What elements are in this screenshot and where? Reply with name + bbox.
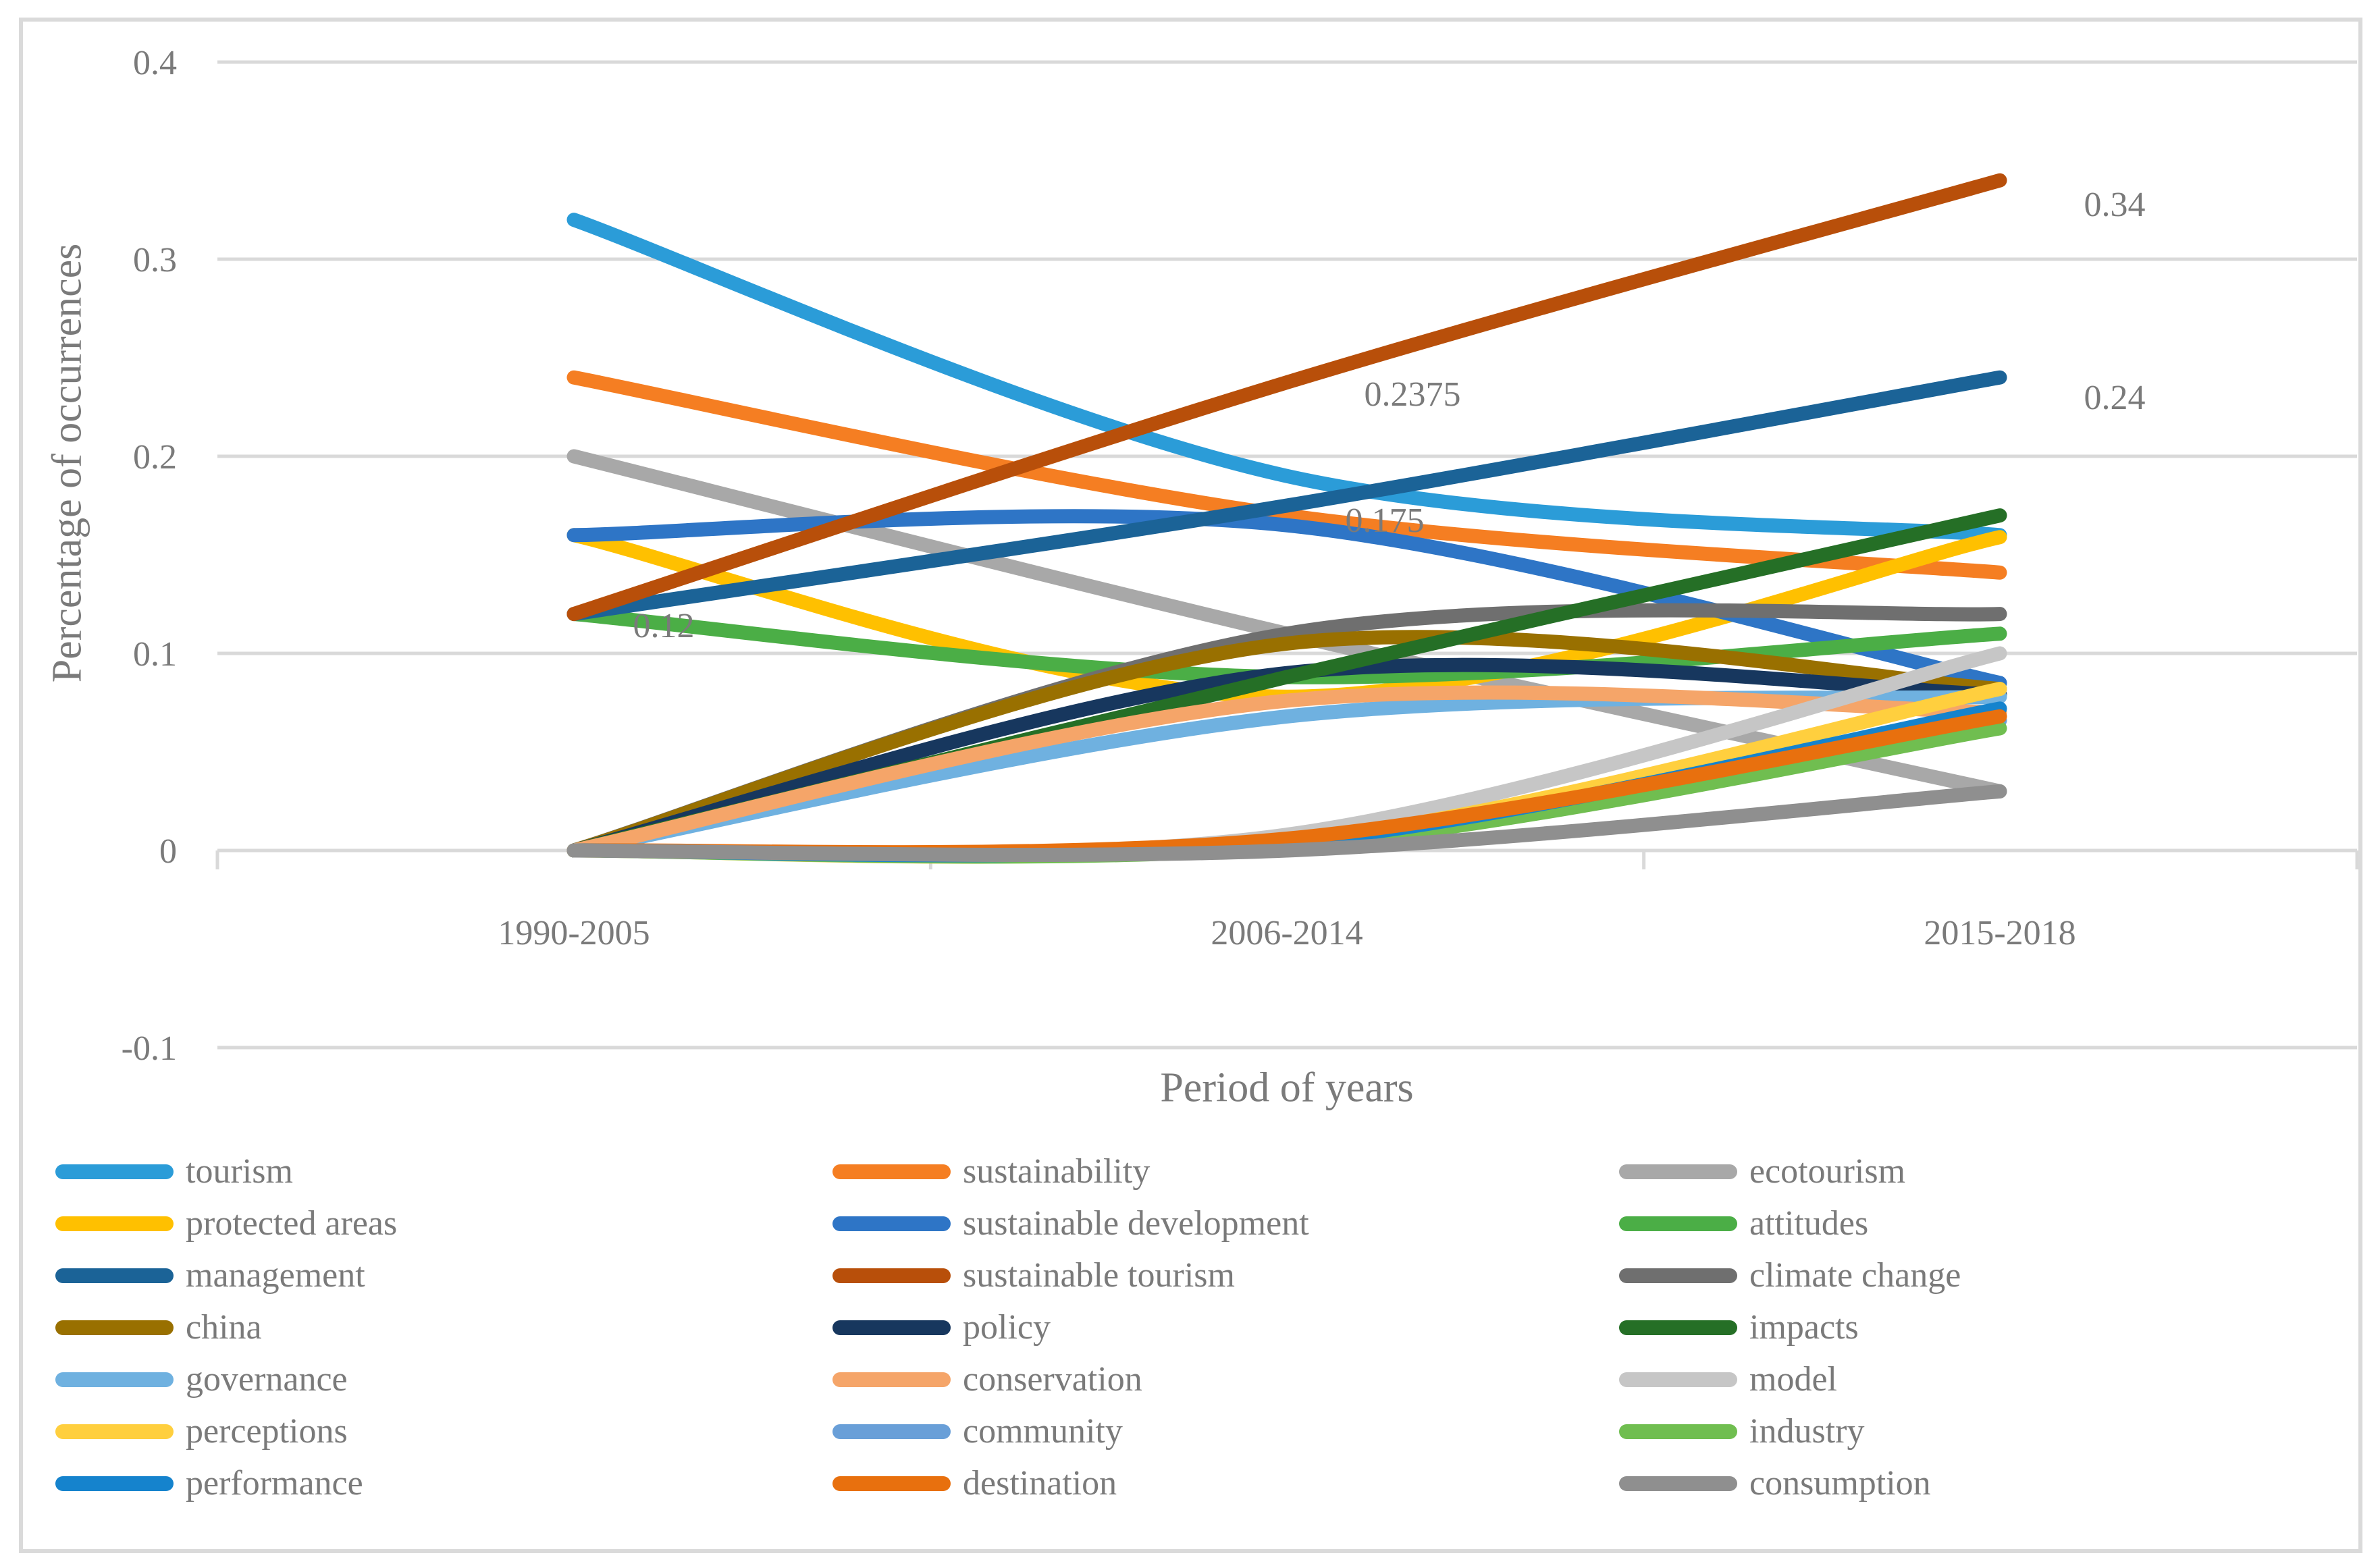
x-axis-title: Period of years [1160,1064,1414,1111]
x-tick-label: 2006-2014 [1211,914,1363,952]
legend-swatch-icon [55,1268,174,1283]
legend-label: management [186,1256,365,1295]
legend-label: model [1749,1360,1837,1399]
legend-swatch-icon [1619,1164,1737,1179]
legend-item-governance: governance [55,1354,348,1405]
legend-label: conservation [963,1360,1142,1399]
legend-swatch-icon [832,1164,951,1179]
axis-labels: 0.4 0.3 0.2 0.1 0 -0.1 1990-2005 2006-2014 2015-… [122,44,2146,1068]
legend-label: community [963,1412,1123,1451]
legend-label: china [186,1308,262,1347]
y-tick-label: 0.1 [133,635,177,674]
legend-item-sustainability: sustainability [832,1146,1150,1197]
legend-item-climate-change: climate change [1619,1250,1961,1301]
data-label-0.34: 0.34 [2084,186,2146,224]
legend-swatch-icon [832,1320,951,1335]
legend-label: perceptions [186,1412,348,1451]
series-line-consumption [566,784,2007,862]
legend-label: performance [186,1464,363,1503]
y-axis-title: Percentage of occurrences [44,243,90,683]
x-tick-label: 2015-2018 [1924,914,2075,952]
y-tick-label: 0.3 [133,241,177,279]
legend-item-performance: performance [55,1458,363,1509]
legend-swatch-icon [1619,1372,1737,1387]
legend-label: sustainability [963,1152,1151,1191]
legend-swatch-icon [832,1268,951,1283]
data-label-0.2375: 0.2375 [1365,375,1461,414]
legend-item-management: management [55,1250,365,1301]
legend-label: tourism [186,1152,293,1191]
legend-item-model: model [1619,1354,1837,1405]
legend-swatch-icon [55,1476,174,1491]
legend-swatch-icon [1619,1424,1737,1439]
gridlines [215,60,2359,1050]
data-label-0.24: 0.24 [2084,379,2146,417]
legend-swatch-icon [1619,1268,1737,1283]
series-line-sustainable-development [566,509,2007,691]
legend-label: climate change [1749,1256,1961,1295]
data-label-0.12: 0.12 [633,607,695,645]
legend-swatch-icon [832,1372,951,1387]
legend-item-sustainable-development: sustainable development [832,1198,1309,1249]
y-tick-label: -0.1 [122,1029,177,1068]
series-lines [566,173,2007,864]
legend-item-ecotourism: ecotourism [1619,1146,1905,1197]
legend-swatch-icon [832,1476,951,1491]
legend-swatch-icon [55,1216,174,1231]
legend-label: consumption [1749,1464,1931,1503]
legend-label: policy [963,1308,1051,1347]
legend-item-community: community [832,1406,1123,1457]
legend-item-impacts: impacts [1619,1302,1859,1353]
legend-label: sustainable development [963,1204,1309,1243]
legend-item-policy: policy [832,1302,1051,1353]
legend-item-destination: destination [832,1458,1117,1509]
legend-item-consumption: consumption [1619,1458,1931,1509]
legend-label: destination [963,1464,1117,1503]
legend-label: attitudes [1749,1204,1869,1243]
legend-swatch-icon [55,1372,174,1387]
legend-item-conservation: conservation [832,1354,1142,1405]
data-label-0.175: 0.175 [1346,502,1425,540]
legend-item-protected-areas: protected areas [55,1198,397,1249]
y-tick-label: 0 [159,832,177,871]
legend-swatch-icon [832,1216,951,1231]
legend-label: industry [1749,1412,1865,1451]
y-tick-label: 0.4 [133,44,177,82]
x-tick-label: 1990-2005 [498,914,650,952]
legend-swatch-icon [1619,1476,1737,1491]
legend-item-perceptions: perceptions [55,1406,348,1457]
legend-label: sustainable tourism [963,1256,1235,1295]
series-line-management [566,370,2007,622]
series-line-sustainable-tourism [566,173,2007,622]
legend-label: ecotourism [1749,1152,1906,1191]
legend-item-attitudes: attitudes [1619,1198,1868,1249]
legend-label: governance [186,1360,348,1399]
legend-swatch-icon [55,1320,174,1335]
y-tick-label: 0.2 [133,438,177,477]
series-line-china [566,630,2007,858]
legend-swatch-icon [1619,1216,1737,1231]
legend-item-sustainable-tourism: sustainable tourism [832,1250,1235,1301]
legend-swatch-icon [55,1424,174,1439]
legend-item-industry: industry [1619,1406,1864,1457]
legend-swatch-icon [55,1164,174,1179]
series-line-tourism [566,213,2007,543]
legend-swatch-icon [1619,1320,1737,1335]
legend-swatch-icon [832,1424,951,1439]
legend-label: protected areas [186,1204,398,1243]
legend-item-china: china [55,1302,262,1353]
legend-label: impacts [1749,1308,1859,1347]
legend-item-tourism: tourism [55,1146,293,1197]
